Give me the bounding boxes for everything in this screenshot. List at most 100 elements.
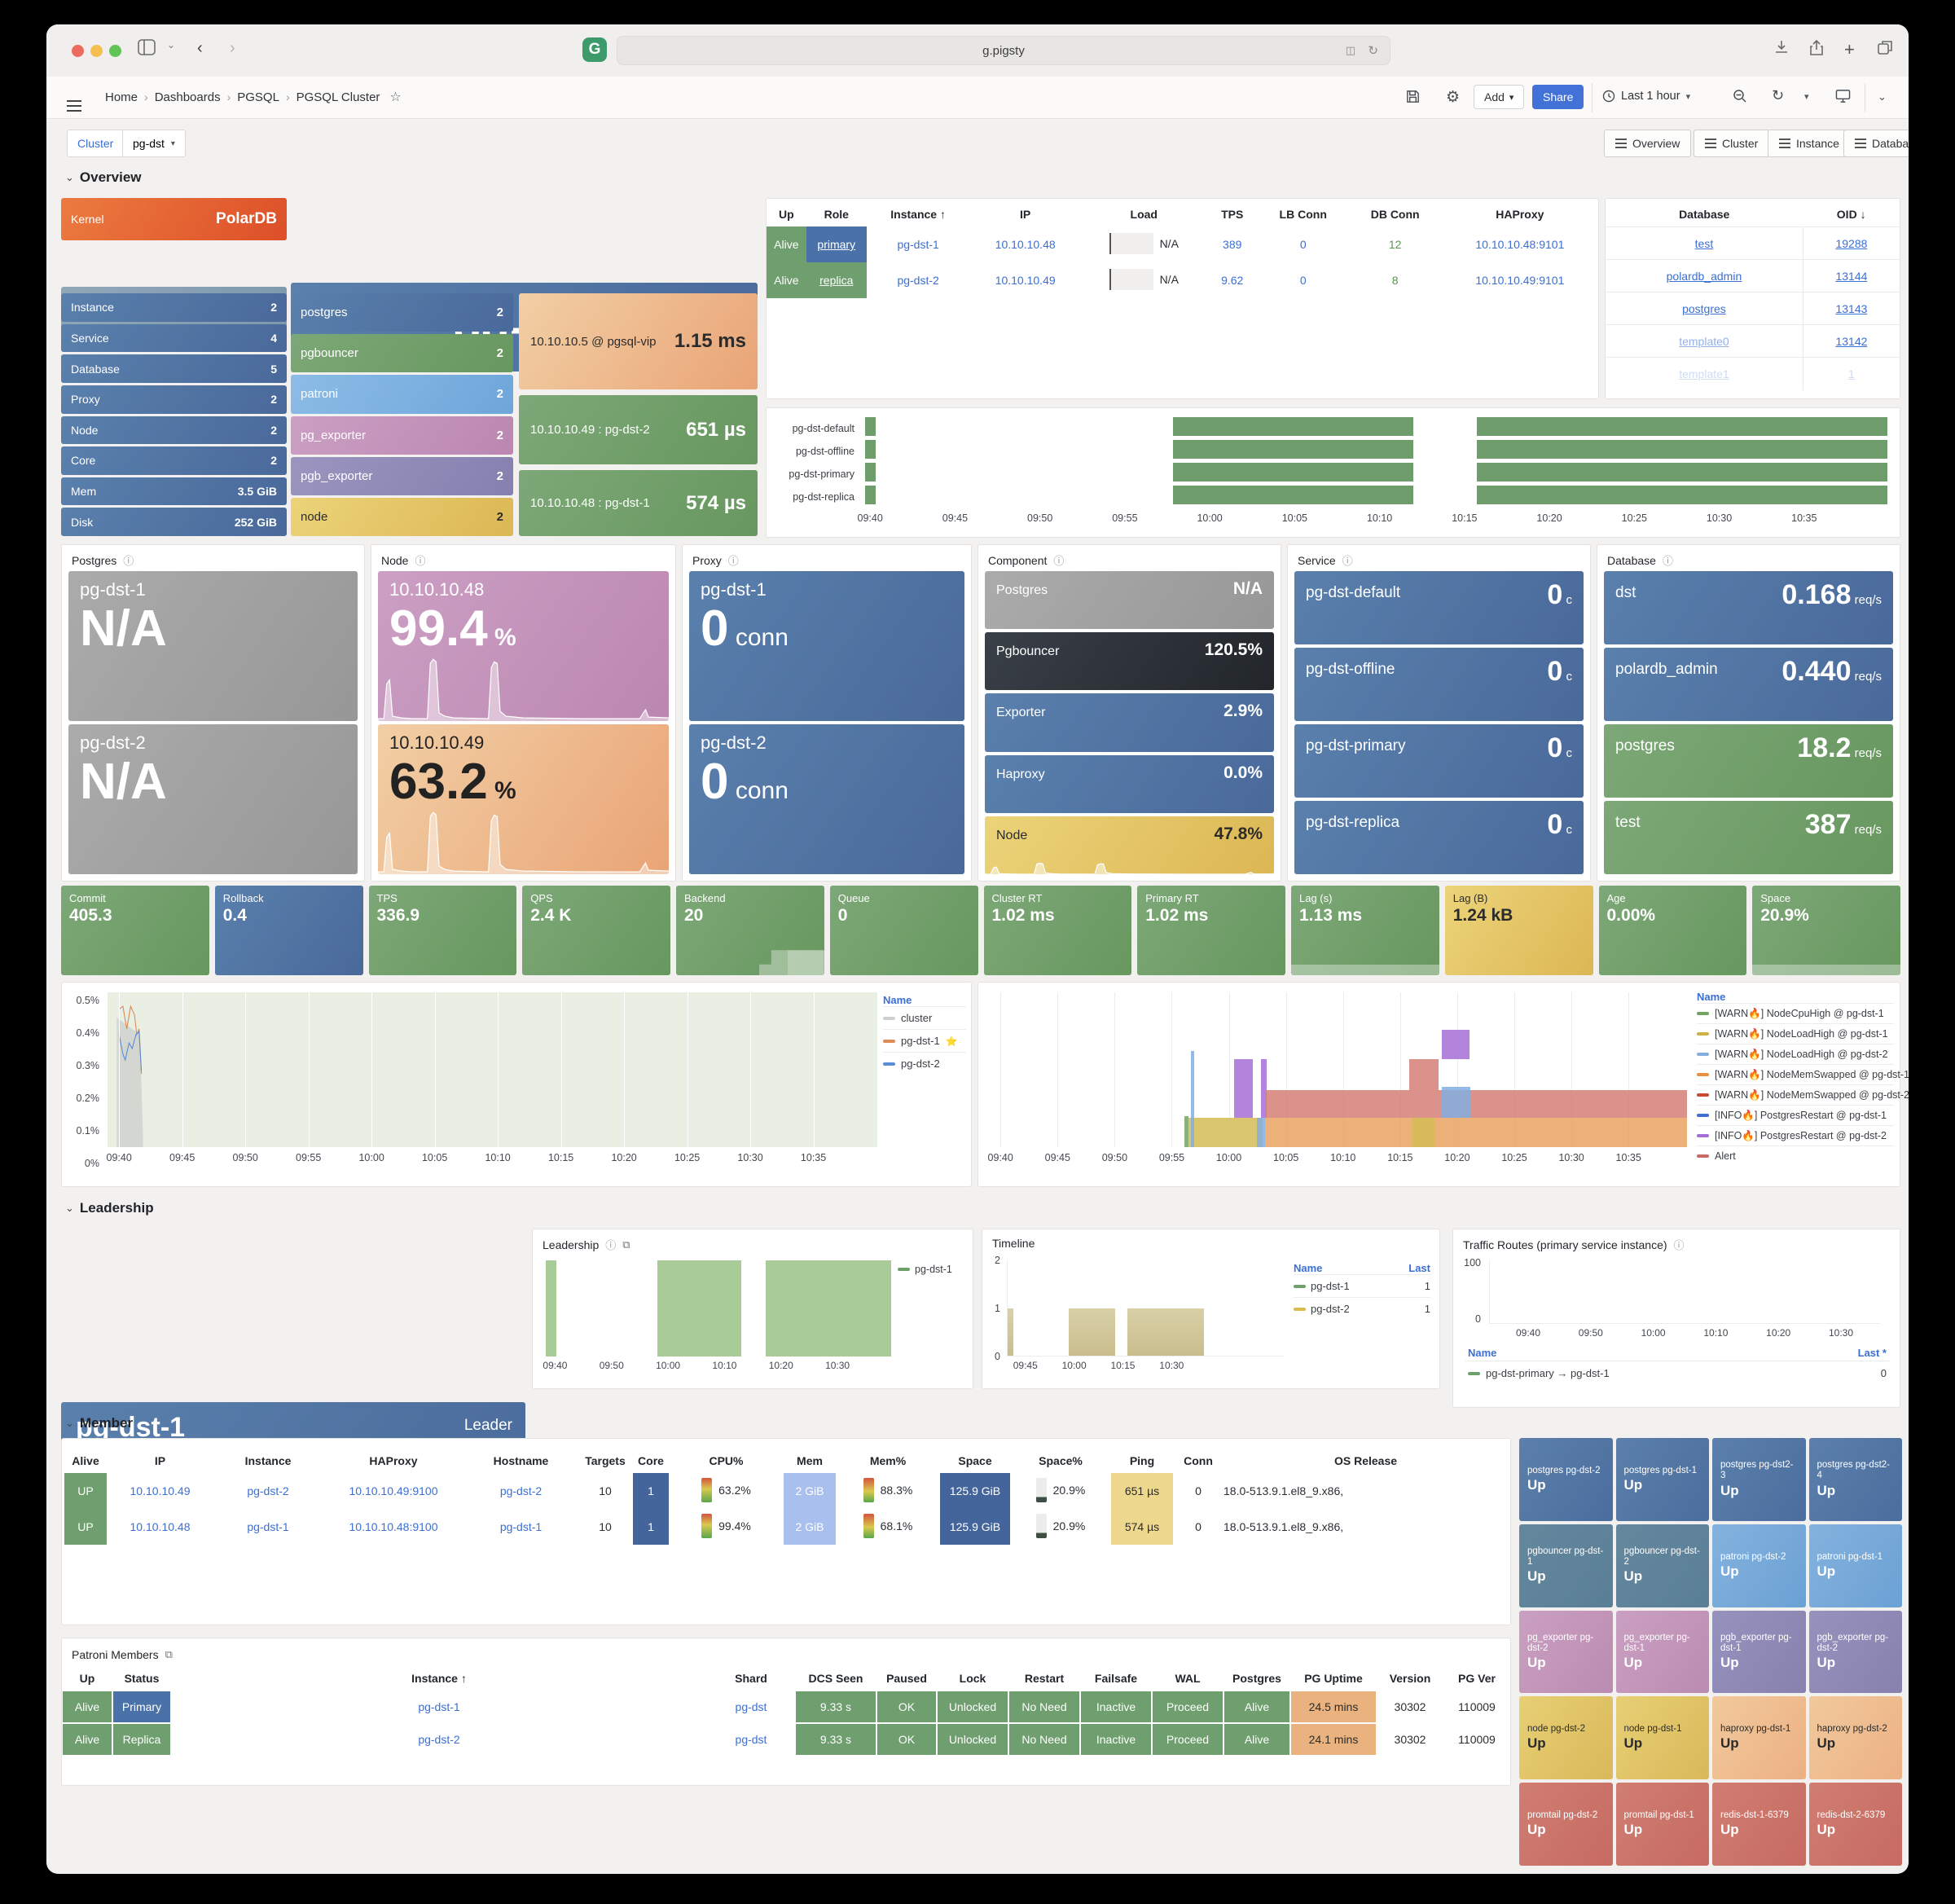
column-header[interactable]: Space [958,1454,992,1467]
legend-header[interactable]: Name [1468,1347,1497,1359]
back-icon[interactable]: ‹ [197,39,203,57]
nav-button-instance[interactable]: Instance [1768,130,1851,157]
settings-gear-icon[interactable]: ⚙ [1446,89,1461,106]
column-header[interactable]: Paused [886,1672,927,1685]
legend-item[interactable]: [INFO🔥] PostgresRestart @ pg-dst-1 [1697,1105,1894,1125]
haproxy-link[interactable]: 10.10.10.48:9101 [1475,238,1565,251]
column-header[interactable]: OID ↓ [1836,208,1866,221]
column-header[interactable]: Database [1679,208,1730,221]
info-icon[interactable]: ⓘ [1662,555,1673,567]
tab-overview-icon[interactable] [1877,39,1893,55]
status-tile[interactable]: pgb_exporter pg-dst-1 Up [1712,1610,1806,1694]
column-header[interactable]: IP [1020,208,1031,221]
column-header[interactable]: DB Conn [1370,208,1420,221]
forward-icon[interactable]: › [230,39,235,57]
cell-link[interactable]: 10.10.10.49:9100 [349,1484,438,1497]
legend-header[interactable]: Name [1294,1262,1323,1274]
legend-item[interactable]: [WARN🔥] NodeMemSwapped @ pg-dst-1 [1697,1064,1909,1084]
legend-item[interactable]: pg-dst-primary → pg-dst-1 0 [1465,1361,1890,1385]
column-header[interactable]: Mem% [869,1454,907,1467]
status-tile[interactable]: pg_exporter pg-dst-2 Up [1519,1610,1613,1694]
nav-button-database[interactable]: Database [1843,130,1909,157]
translate-icon[interactable]: ◫ [1345,44,1355,56]
column-header[interactable]: Conn [1184,1454,1213,1467]
cell-link[interactable]: 10.10.10.48 [130,1520,191,1533]
time-range-picker[interactable]: Last 1 hour ▾ [1601,85,1692,108]
legend-item[interactable]: [WARN🔥] NodeLoadHigh @ pg-dst-1 [1697,1023,1894,1044]
cell-link[interactable]: pg-dst-1 [499,1520,543,1533]
status-tile[interactable]: postgres pg-dst-1 Up [1615,1438,1709,1521]
status-tile[interactable]: postgres pg-dst2-3 Up [1712,1438,1806,1521]
column-header[interactable]: OS Release [1333,1454,1398,1467]
kiosk-monitor-icon[interactable] [1835,89,1851,108]
column-header[interactable]: Status [124,1672,160,1685]
legend-item[interactable]: pg-dst-1 [898,1264,971,1275]
column-header[interactable]: Space% [1039,1454,1083,1467]
cluster-variable-dropdown[interactable]: pg-dst ▾ [122,130,186,157]
database-link[interactable]: template0 [1679,334,1729,348]
column-header[interactable]: CPU% [709,1454,744,1467]
zoom-out-icon[interactable] [1733,89,1747,108]
share-button[interactable]: Share [1532,85,1584,109]
status-tile[interactable]: promtail pg-dst-1 Up [1615,1783,1709,1866]
column-header[interactable]: HAProxy [1496,208,1544,221]
cell-link[interactable]: 10.10.10.48:9100 [349,1520,438,1533]
column-header[interactable]: PG Ver [1458,1672,1496,1685]
save-dashboard-icon[interactable] [1405,89,1421,108]
oid-link[interactable]: 13143 [1835,301,1868,315]
zoom-window-button[interactable] [109,45,121,57]
minimize-window-button[interactable] [90,45,103,57]
reload-icon[interactable]: ↻ [1368,44,1378,58]
column-header[interactable]: Up [79,1672,95,1685]
legend-header[interactable]: Last [1408,1262,1430,1274]
legend-item[interactable]: [WARN🔥] NodeMemSwapped @ pg-dst-2 [1697,1084,1909,1105]
new-tab-icon[interactable]: + [1844,39,1855,59]
refresh-interval-chevron-icon[interactable]: ▾ [1804,92,1809,102]
close-window-button[interactable] [72,45,84,57]
legend-item[interactable]: pg-dst-2 1 [1294,1297,1430,1320]
status-tile[interactable]: pgbouncer pg-dst-1 Up [1519,1524,1613,1607]
oid-link[interactable]: 1 [1848,367,1855,380]
info-icon[interactable]: ⓘ [415,555,426,567]
breadcrumb-pgsql[interactable]: PGSQL [237,90,279,104]
instance-link[interactable]: pg-dst-1 [897,238,939,251]
column-header[interactable]: PG Uptime [1304,1672,1363,1685]
status-tile[interactable]: node pg-dst-1 Up [1615,1696,1709,1780]
column-header[interactable]: LB Conn [1279,208,1327,221]
column-header[interactable]: Hostname [493,1454,549,1467]
info-icon[interactable]: ⓘ [1673,1239,1685,1251]
add-button[interactable]: Add ▾ [1474,85,1525,109]
oid-link[interactable]: 19288 [1835,236,1868,250]
status-tile[interactable]: postgres pg-dst2-4 Up [1808,1438,1902,1521]
column-header[interactable]: Version [1389,1672,1431,1685]
database-link[interactable]: test [1694,236,1714,250]
ip-link[interactable]: 10.10.10.48 [995,238,1056,251]
status-tile[interactable]: pgbouncer pg-dst-2 Up [1615,1524,1709,1607]
info-icon[interactable]: ⓘ [727,555,739,567]
oid-link[interactable]: 13144 [1835,269,1868,283]
section-overview[interactable]: ⌄ Overview [65,169,142,185]
status-tile[interactable]: promtail pg-dst-2 Up [1519,1783,1613,1866]
cell-link[interactable]: pg-dst [735,1733,767,1746]
column-header[interactable]: Role [824,208,849,221]
status-tile[interactable]: redis-dst-2-6379 Up [1808,1783,1902,1866]
column-header[interactable]: Instance ↑ [411,1672,467,1685]
refresh-icon[interactable]: ↻ [1772,87,1785,103]
cell-link[interactable]: pg-dst [735,1700,767,1713]
database-link[interactable]: postgres [1682,301,1726,315]
column-header[interactable]: Up [779,208,794,221]
legend-item[interactable]: pg-dst-1 ⭐ [883,1029,966,1052]
legend-item[interactable]: [WARN🔥] NodeLoadHigh @ pg-dst-2 [1697,1044,1894,1064]
favorite-star-icon[interactable]: ☆ [389,90,402,104]
status-tile[interactable]: pg_exporter pg-dst-1 Up [1615,1610,1709,1694]
column-header[interactable]: Lock [959,1672,986,1685]
section-leadership[interactable]: ⌄ Leadership [65,1200,154,1216]
external-link-icon[interactable]: ⧉ [165,1648,173,1660]
column-header[interactable]: Targets [585,1454,626,1467]
sidebar-chevron-icon[interactable]: ⌄ [167,39,176,51]
cell-link[interactable]: pg-dst-1 [418,1700,460,1713]
cell-link[interactable]: pg-dst-2 [418,1733,460,1746]
database-link[interactable]: template1 [1679,367,1729,380]
status-tile[interactable]: haproxy pg-dst-2 Up [1808,1696,1902,1780]
column-header[interactable]: TPS [1221,208,1244,221]
